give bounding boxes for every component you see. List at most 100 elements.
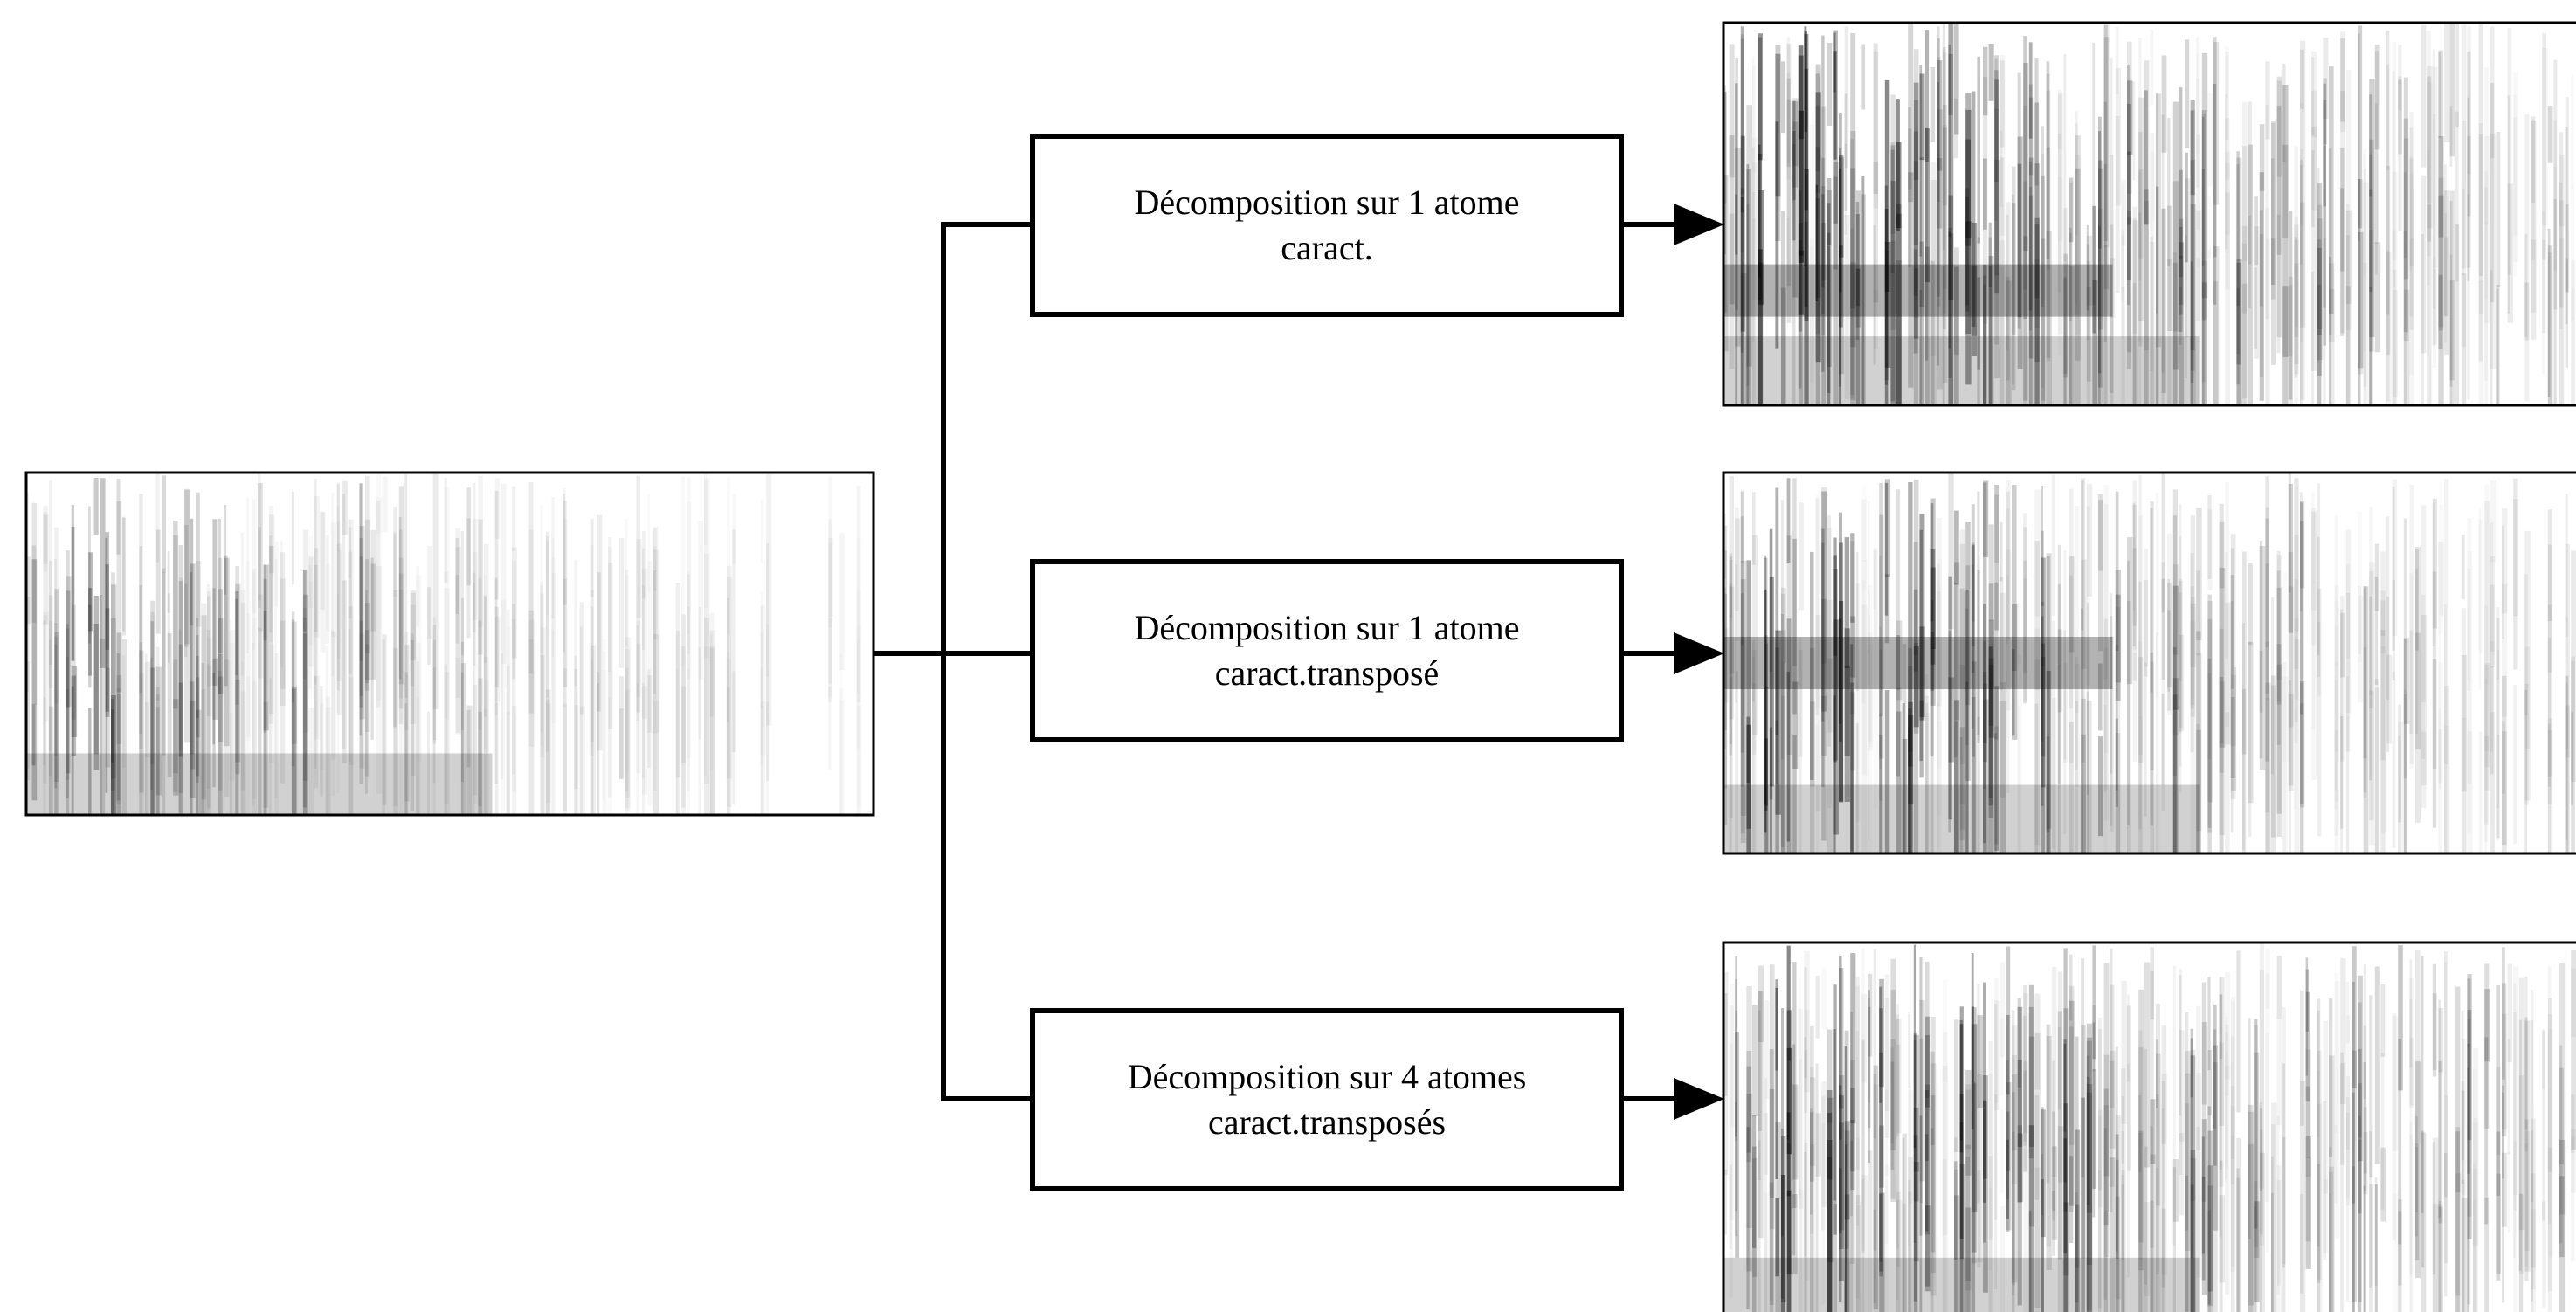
spectrogram-stripe	[2144, 548, 2149, 667]
spectrogram-stripe	[1959, 1164, 1965, 1312]
spectrogram-stripe	[2063, 630, 2067, 834]
spectrogram-stripe	[2300, 502, 2303, 715]
spectrogram-stripe	[2513, 685, 2517, 845]
spectrogram-stripe	[105, 532, 109, 650]
spectrogram-stripe	[2276, 550, 2281, 702]
spectrogram-stripe	[1868, 973, 1873, 1057]
spectrogram-stripe	[320, 512, 325, 610]
spectrogram-stripe	[2219, 1160, 2223, 1312]
spectrogram-stripe	[1781, 614, 1785, 847]
spectrogram-stripe	[2340, 609, 2343, 853]
spectrogram-stripe	[2023, 1015, 2027, 1142]
spectrogram-stripe	[1810, 1144, 1815, 1312]
spectrogram-stripe	[2352, 1092, 2355, 1312]
spectrogram-stripe	[2565, 494, 2568, 637]
spectrogram-stripe	[2092, 1069, 2097, 1189]
spectrogram-stripe	[1988, 658, 1994, 853]
spectrogram-stripe	[1769, 528, 1773, 800]
spectrogram-stripe	[348, 677, 354, 815]
spectrogram-stripe	[2398, 45, 2402, 111]
spectrogram-stripe	[2201, 982, 2207, 1202]
spectrogram-stripe	[2432, 502, 2435, 646]
spectrogram-stripe	[2086, 287, 2091, 382]
spectrogram-stripe	[1913, 100, 1919, 181]
spectrogram-stripe	[2547, 604, 2552, 673]
spectrogram-stripe	[2531, 239, 2537, 313]
spectrogram-stripe	[1908, 647, 1913, 853]
spectrogram-stripe	[1965, 608, 1969, 745]
spectrogram-stripe	[2098, 1028, 2103, 1309]
spectrogram-stripe	[2092, 42, 2096, 306]
spectrogram-stripe	[2052, 1191, 2055, 1256]
spectrogram-stripe	[100, 639, 106, 815]
spectrogram-stripe	[512, 486, 516, 551]
spectrogram-stripe	[2231, 1106, 2235, 1312]
spectrogram-stripe	[472, 572, 476, 632]
spectrogram-stripe	[178, 581, 183, 757]
spectrogram-stripe	[263, 611, 267, 815]
spectrogram-stripe	[2075, 1192, 2078, 1312]
spectrogram-stripe	[2041, 557, 2046, 788]
spectrogram-stripe	[2127, 65, 2131, 306]
spectrogram-stripe	[1988, 222, 1992, 287]
spectrogram-stripe	[416, 660, 420, 815]
spectrogram-stripe	[2340, 1052, 2344, 1312]
spectrogram-stripe	[1855, 190, 1861, 328]
spectrogram-stripe	[619, 537, 625, 668]
spectrogram-stripe	[2081, 559, 2087, 669]
spectrogram-stripe	[2028, 157, 2034, 359]
spectrogram-stripe	[348, 527, 352, 618]
spectrogram-stripe	[1786, 1112, 1791, 1197]
spectrogram-stripe	[2542, 1201, 2546, 1308]
spectrogram-stripe	[1781, 500, 1784, 760]
spectrogram-stripe	[1827, 658, 1833, 853]
spectrogram-stripe	[2352, 981, 2355, 1204]
spectrogram-stripe	[280, 552, 286, 784]
spectrogram-stripe	[2185, 178, 2190, 338]
spectrogram-stripe	[370, 529, 376, 632]
spectrogram-stripe	[2098, 160, 2103, 388]
spectrogram-stripe	[2046, 671, 2051, 853]
spectrogram-stripe	[1804, 31, 1807, 132]
spectrogram-stripe	[2179, 634, 2185, 732]
spectrogram-stripe	[2409, 630, 2413, 735]
spectrogram-stripe	[1839, 1122, 1844, 1249]
spectrogram-stripe	[2103, 163, 2107, 342]
panel-borders	[24, 21, 2576, 1312]
spectrogram-stripe	[336, 484, 340, 691]
spectrogram-stripe	[1786, 1143, 1791, 1312]
spectrogram-stripe	[2225, 712, 2230, 853]
spectrogram-stripe	[2179, 578, 2183, 681]
spectrogram-stripe	[2329, 1055, 2335, 1312]
spectrogram-stripe	[2386, 516, 2390, 700]
spectrogram-stripe	[1786, 73, 1791, 180]
spectrogram-stripe	[2144, 60, 2150, 224]
spectrogram-stripe	[455, 575, 459, 644]
spectrogram-stripe	[2496, 1173, 2501, 1274]
spectrogram-stripe	[2317, 1050, 2322, 1280]
spectrogram-stripe	[2484, 1198, 2490, 1312]
spectrogram-stripe	[2098, 1109, 2103, 1208]
spectrogram-stripe	[1983, 683, 1988, 763]
spectrogram-stripe	[641, 682, 645, 815]
spectrogram-stripe	[1999, 577, 2004, 691]
spectrogram-stripe	[1873, 949, 1877, 1139]
spectrogram-stripe	[348, 629, 351, 762]
spectrogram-stripe	[2478, 134, 2483, 362]
spectrogram-stripe	[2259, 124, 2265, 191]
spectrogram-stripe	[2358, 25, 2363, 229]
spectrogram-stripe	[2571, 289, 2575, 405]
spectrogram-stripe	[2369, 79, 2375, 338]
spectrogram-stripe	[2098, 208, 2104, 405]
spectrogram-stripe	[1798, 240, 1803, 332]
spectrogram-stripe	[1930, 1016, 1936, 1273]
spectrogram-stripe	[1965, 1157, 1970, 1312]
spectrogram-stripe	[1983, 77, 1988, 324]
spectrogram-stripe	[1948, 24, 1954, 300]
spectrogram-stripe	[2438, 1007, 2444, 1073]
spectrogram-stripe	[2190, 597, 2195, 706]
spectrogram-stripe	[1735, 147, 1741, 347]
spectrogram-stripe	[2300, 159, 2303, 405]
spectrogram-stripe	[1890, 181, 1896, 405]
spectrogram-stripe	[2317, 1070, 2320, 1137]
